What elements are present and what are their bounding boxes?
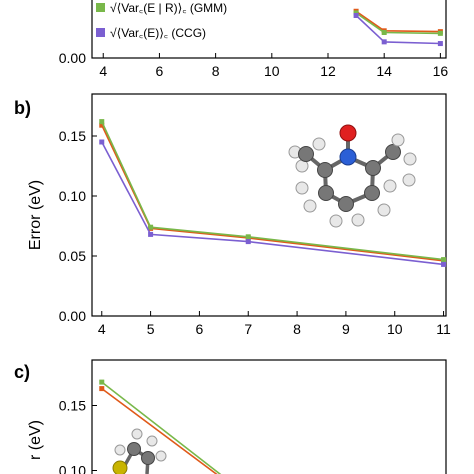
x-tick-label: 8 bbox=[293, 321, 301, 337]
data-point bbox=[437, 30, 443, 36]
y-tick-label: 0.15 bbox=[59, 398, 86, 414]
x-tick-label: 10 bbox=[264, 63, 280, 79]
panel-c-label: c) bbox=[14, 362, 30, 382]
x-tick-label: 7 bbox=[244, 321, 252, 337]
data-point bbox=[99, 139, 105, 145]
y-tick-label: 0.10 bbox=[59, 463, 86, 474]
x-tick-label: 4 bbox=[99, 63, 107, 79]
x-tick-label: 11 bbox=[436, 321, 451, 337]
y-tick-label: 0.00 bbox=[59, 50, 86, 66]
panel-c-plot: c) r (eV) 0.10 0.15 bbox=[14, 359, 447, 474]
x-tick-label: 4 bbox=[98, 321, 106, 337]
data-point bbox=[245, 234, 251, 240]
panel-c-frame bbox=[91, 359, 447, 474]
panel-c-series bbox=[99, 379, 222, 474]
legend: √⟨Var꜀(E | R)⟩꜀ (GMM) √⟨Var꜀(E)⟩꜀ (CCG) bbox=[96, 1, 227, 40]
panel-b-x-ticks: 4 5 6 7 8 9 10 11 bbox=[98, 311, 451, 337]
data-point bbox=[353, 13, 359, 18]
panel-a-series bbox=[353, 8, 443, 47]
panel-b-frame bbox=[91, 93, 447, 317]
panel-a-x-ticks: 4 6 8 10 12 14 16 bbox=[99, 53, 448, 79]
data-point bbox=[441, 257, 447, 263]
legend-swatch-gmm bbox=[96, 3, 105, 12]
molecule-inset-b bbox=[288, 124, 417, 228]
series-line-1 bbox=[101, 381, 222, 474]
data-point bbox=[441, 261, 447, 267]
panel-b-y-ticks: 0.00 0.05 0.10 0.15 bbox=[59, 128, 97, 324]
y-tick-label: 0.15 bbox=[59, 128, 86, 144]
series-line-0 bbox=[101, 124, 444, 262]
panel-c-y-axis-label: r (eV) bbox=[27, 420, 44, 460]
molecule-inset-c bbox=[112, 428, 167, 474]
panel-c-y-ticks: 0.10 0.15 bbox=[59, 398, 97, 474]
x-tick-label: 14 bbox=[376, 63, 392, 79]
data-point bbox=[148, 224, 154, 230]
x-tick-label: 6 bbox=[196, 321, 204, 337]
panel-a-plot: 4 6 8 10 12 14 16 0.00 √⟨Var꜀(E | R)⟩꜀ (GMM) √… bbox=[59, 0, 448, 79]
data-point bbox=[437, 41, 443, 47]
data-point bbox=[381, 39, 387, 45]
series-line-0 bbox=[101, 387, 218, 474]
x-tick-label: 16 bbox=[433, 63, 449, 79]
x-tick-label: 8 bbox=[212, 63, 220, 79]
data-point bbox=[99, 386, 105, 392]
x-tick-label: 12 bbox=[320, 63, 336, 79]
legend-label-ccg: √⟨Var꜀(E)⟩꜀ (CCG) bbox=[110, 26, 206, 40]
series-line-2 bbox=[101, 141, 444, 266]
data-point bbox=[245, 239, 251, 245]
panel-b-series bbox=[99, 119, 447, 267]
data-point bbox=[99, 122, 105, 128]
data-point bbox=[99, 119, 105, 125]
data-point bbox=[99, 379, 105, 385]
panel-b-plot: b) Error (eV) 4 5 6 7 8 9 10 11 0.00 0.05 0.10 0.1… bbox=[14, 93, 451, 337]
x-tick-label: 6 bbox=[156, 63, 164, 79]
y-tick-label: 0.00 bbox=[59, 308, 86, 324]
x-tick-label: 5 bbox=[147, 321, 155, 337]
legend-swatch-ccg bbox=[96, 28, 105, 37]
y-tick-label: 0.05 bbox=[59, 248, 86, 264]
panel-a-frame bbox=[91, 0, 447, 59]
panel-a-y-ticks: 0.00 bbox=[59, 50, 97, 66]
y-tick-label: 0.10 bbox=[59, 188, 86, 204]
x-tick-label: 10 bbox=[387, 321, 403, 337]
panel-b-label: b) bbox=[14, 98, 31, 118]
data-point bbox=[353, 10, 359, 16]
data-point bbox=[381, 30, 387, 35]
series-line-1 bbox=[101, 121, 444, 261]
panel-b-y-axis-label: Error (eV) bbox=[27, 180, 44, 250]
legend-label-gmm: √⟨Var꜀(E | R)⟩꜀ (GMM) bbox=[110, 1, 227, 15]
x-tick-label: 9 bbox=[342, 321, 350, 337]
data-point bbox=[148, 231, 154, 237]
